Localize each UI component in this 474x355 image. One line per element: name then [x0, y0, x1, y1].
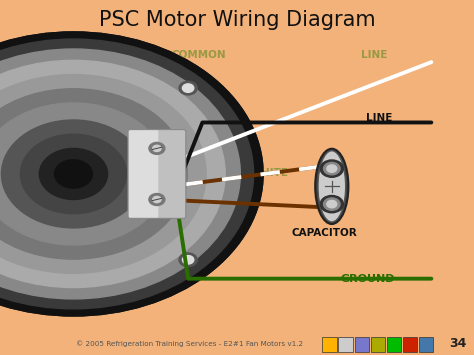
Circle shape: [1, 120, 146, 228]
Circle shape: [327, 201, 337, 208]
Circle shape: [0, 60, 225, 288]
Circle shape: [0, 82, 197, 266]
Circle shape: [324, 198, 340, 210]
Text: GROUND: GROUND: [340, 274, 394, 284]
FancyBboxPatch shape: [371, 337, 385, 352]
Circle shape: [0, 110, 159, 238]
Text: BROWN: BROWN: [160, 197, 205, 207]
Circle shape: [0, 67, 216, 280]
Circle shape: [0, 32, 263, 316]
FancyBboxPatch shape: [387, 337, 401, 352]
Circle shape: [0, 89, 187, 259]
Circle shape: [149, 142, 165, 154]
Circle shape: [7, 124, 140, 224]
Ellipse shape: [315, 149, 348, 224]
Text: BLACK: BLACK: [173, 113, 211, 123]
FancyBboxPatch shape: [403, 337, 417, 352]
Ellipse shape: [318, 151, 346, 222]
Circle shape: [0, 103, 168, 245]
Circle shape: [32, 143, 115, 205]
Circle shape: [0, 49, 240, 299]
Circle shape: [0, 72, 210, 276]
Circle shape: [39, 148, 108, 200]
Circle shape: [153, 196, 161, 203]
Circle shape: [320, 196, 343, 213]
Circle shape: [0, 32, 263, 316]
Text: 34: 34: [449, 337, 466, 350]
Text: CAPACITOR: CAPACITOR: [292, 228, 357, 237]
FancyBboxPatch shape: [129, 130, 158, 218]
Circle shape: [0, 96, 178, 252]
FancyBboxPatch shape: [322, 337, 337, 352]
Circle shape: [0, 80, 199, 268]
Circle shape: [51, 157, 96, 191]
Circle shape: [0, 39, 254, 309]
Text: LINE: LINE: [366, 113, 392, 123]
Text: PSC Motor Wiring Diagram: PSC Motor Wiring Diagram: [99, 10, 375, 29]
FancyBboxPatch shape: [128, 130, 186, 218]
Circle shape: [179, 253, 197, 267]
Text: LINE: LINE: [361, 50, 388, 60]
Circle shape: [0, 58, 229, 290]
Text: COMMON: COMMON: [172, 50, 227, 60]
FancyBboxPatch shape: [419, 337, 433, 352]
Circle shape: [327, 165, 337, 172]
Text: GREEN: GREEN: [140, 274, 182, 284]
Circle shape: [55, 160, 92, 188]
Circle shape: [153, 145, 161, 152]
Circle shape: [0, 40, 252, 307]
Circle shape: [20, 134, 127, 214]
Text: © 2005 Refrigeration Training Services - E2#1 Fan Motors v1.2: © 2005 Refrigeration Training Services -…: [76, 340, 303, 347]
Circle shape: [320, 160, 343, 177]
Circle shape: [324, 163, 340, 175]
Circle shape: [182, 256, 194, 264]
Circle shape: [149, 193, 165, 206]
Circle shape: [179, 81, 197, 95]
FancyBboxPatch shape: [355, 337, 369, 352]
Circle shape: [0, 75, 206, 273]
FancyBboxPatch shape: [338, 337, 353, 352]
Text: BROWN W/ WHITE: BROWN W/ WHITE: [182, 168, 288, 178]
Circle shape: [182, 84, 194, 92]
